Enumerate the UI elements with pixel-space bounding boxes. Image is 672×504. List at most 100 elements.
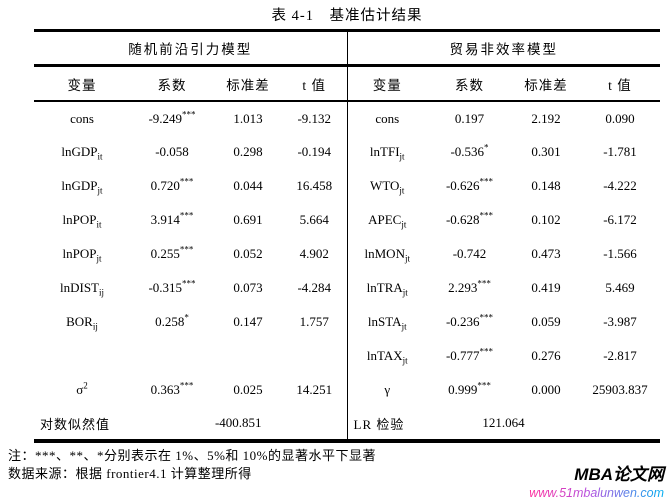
stderr-cell: 0.419	[531, 280, 561, 295]
column-header: 系数	[130, 65, 214, 102]
coefficient-cell: 0.363***	[150, 380, 194, 397]
variable-cell	[34, 339, 130, 373]
tvalue-cell: 1.757	[299, 314, 329, 329]
variable-cell: cons	[346, 101, 427, 135]
coefficient-cell: 0.258*	[155, 312, 189, 329]
tvalue-cell: 16.458	[296, 178, 333, 193]
variable-cell: lnPOPjt	[62, 246, 102, 264]
table-row: lnPOPit 3.914*** 0.691 5.664 APECjt -0.628***…	[34, 203, 660, 237]
watermark-site-url: www.51mbalunwen.com	[529, 486, 664, 500]
stderr-cell: 0.000	[531, 382, 561, 397]
stderr-cell: 0.147	[233, 314, 263, 329]
variable-cell: lnTAXjt	[346, 339, 427, 373]
table-row: cons -9.249*** 1.013 -9.132 cons 0.197 2.192 0.…	[34, 101, 660, 135]
panel-header-row: 随机前沿引力模型 贸易非效率模型	[34, 30, 660, 67]
coefficient-cell: -0.536*	[450, 142, 489, 159]
variable-cell: lnSTAjt	[346, 305, 427, 339]
tvalue-cell: -4.222	[603, 178, 637, 193]
table-notes: 注：***、**、*分别表示在 1%、5%和 10%的显著水平下显著 数据来源：…	[8, 447, 672, 482]
right-panel-title: 贸易非效率模型	[346, 30, 660, 67]
coefficient-cell: 0.255***	[150, 244, 194, 261]
tvalue-cell: -3.987	[603, 314, 637, 329]
coefficient-cell: -0.058	[155, 144, 189, 159]
stderr-cell: 0.073	[233, 280, 263, 295]
table-row: lnTAXjt -0.777*** 0.276 -2.817	[34, 339, 660, 373]
summary-row: 对数似然值 -400.851 LR 检验 121.064	[34, 407, 660, 441]
tvalue-cell: 4.902	[299, 246, 329, 261]
watermark: MBA论文网 www.51mbalunwen.com	[529, 465, 664, 502]
variable-cell: APECjt	[346, 203, 427, 237]
coefficient-cell: 3.914***	[150, 210, 194, 227]
tvalue-cell: 25903.837	[592, 382, 648, 397]
table-title: 表 4-1 基准估计结果	[271, 8, 423, 24]
column-header: 系数	[427, 65, 512, 102]
table-row: σ2 0.363*** 0.025 14.251 γ 0.999*** 0.000 25903…	[34, 373, 660, 407]
coefficient-cell: 0.197	[454, 110, 485, 126]
stderr-cell: 0.025	[233, 382, 263, 397]
empty-cell	[580, 407, 660, 441]
variable-cell: σ2	[76, 380, 88, 397]
coefficient-cell: -0.742	[452, 246, 487, 261]
tvalue-cell: 5.664	[299, 212, 329, 227]
stderr-cell: 0.148	[531, 178, 561, 193]
left-summary-label: 对数似然值	[40, 416, 111, 432]
tvalue-cell: -6.172	[603, 212, 637, 227]
coefficient-cell: -0.236***	[445, 312, 494, 329]
variable-cell: γ	[346, 373, 427, 407]
table-row: lnDISTij -0.315*** 0.073 -4.284 lnTRAjt 2.293…	[34, 271, 660, 305]
variable-cell: lnGDPit	[61, 144, 103, 162]
left-panel-title: 随机前沿引力模型	[34, 30, 347, 67]
tvalue-cell: 0.090	[605, 110, 635, 126]
tvalue-cell: -2.817	[603, 348, 637, 363]
coefficient-cell: -9.249***	[148, 109, 196, 126]
stderr-cell: 0.044	[233, 178, 263, 193]
variable-cell: lnTRAjt	[346, 271, 427, 305]
variable-cell: lnGDPjt	[61, 178, 103, 196]
right-summary-value: 121.064	[482, 415, 525, 430]
column-header: 变量	[346, 65, 427, 102]
tvalue-cell: -4.284	[297, 280, 332, 295]
significance-note: 注：***、**、*分别表示在 1%、5%和 10%的显著水平下显著	[8, 448, 376, 463]
coefficient-cell: 0.720***	[150, 176, 194, 193]
coefficient-cell: 2.293***	[448, 278, 491, 295]
coefficient-cell: -0.626***	[445, 176, 494, 193]
column-header: 标准差	[214, 65, 282, 102]
stderr-cell: 0.301	[531, 144, 561, 159]
stderr-cell: 0.102	[531, 212, 561, 227]
variable-cell: lnTFIjt	[346, 135, 427, 169]
coefficient-cell: 0.999***	[448, 380, 491, 397]
left-summary-value: -400.851	[214, 415, 262, 430]
variable-cell: lnMONjt	[346, 237, 427, 271]
stderr-cell: 0.052	[233, 246, 263, 261]
stderr-cell: 1.013	[233, 110, 263, 126]
estimation-table: 随机前沿引力模型 贸易非效率模型 变量 系数 标准差 t 值变量 系数 标准差 t 值 co…	[34, 29, 660, 443]
column-header: 变量	[34, 65, 130, 102]
variable-cell: lnPOPit	[62, 212, 102, 230]
tvalue-cell: 5.469	[605, 280, 635, 295]
data-source-note: 数据来源：根据 frontier4.1 计算整理所得	[8, 465, 252, 481]
stderr-cell	[214, 339, 282, 373]
tvalue-cell: 14.251	[296, 382, 333, 397]
right-summary-label: LR 检验	[346, 407, 427, 441]
tvalue-cell: -0.194	[297, 144, 332, 159]
tvalue-cell: -9.132	[297, 110, 332, 126]
column-header-row: 变量 系数 标准差 t 值变量 系数 标准差 t 值	[34, 65, 660, 102]
table-row: lnGDPit -0.058 0.298 -0.194 lnTFIjt -0.536* 0.…	[34, 135, 660, 169]
table-row: lnGDPjt 0.720*** 0.044 16.458 WTOjt -0.626***…	[34, 169, 660, 203]
tvalue-cell: -1.566	[603, 246, 637, 261]
variable-cell: BORij	[66, 314, 98, 332]
variable-cell: cons	[70, 110, 94, 126]
tvalue-cell: -1.781	[603, 144, 637, 159]
table-row: BORij 0.258* 0.147 1.757 lnSTAjt -0.236*** 0.0…	[34, 305, 660, 339]
stderr-cell: 0.473	[531, 246, 561, 261]
coefficient-cell: -0.315***	[148, 278, 196, 295]
stderr-cell: 0.298	[233, 144, 263, 159]
table-row: lnPOPjt 0.255*** 0.052 4.902 lnMONjt -0.742 0.…	[34, 237, 660, 271]
variable-cell: WTOjt	[346, 169, 427, 203]
stderr-cell: 0.691	[233, 212, 263, 227]
stderr-cell: 0.059	[531, 314, 561, 329]
coefficient-cell: -0.777***	[445, 346, 494, 363]
tvalue-cell	[282, 339, 347, 373]
variable-cell: lnDISTij	[59, 280, 104, 298]
stderr-cell: 0.276	[531, 348, 561, 363]
